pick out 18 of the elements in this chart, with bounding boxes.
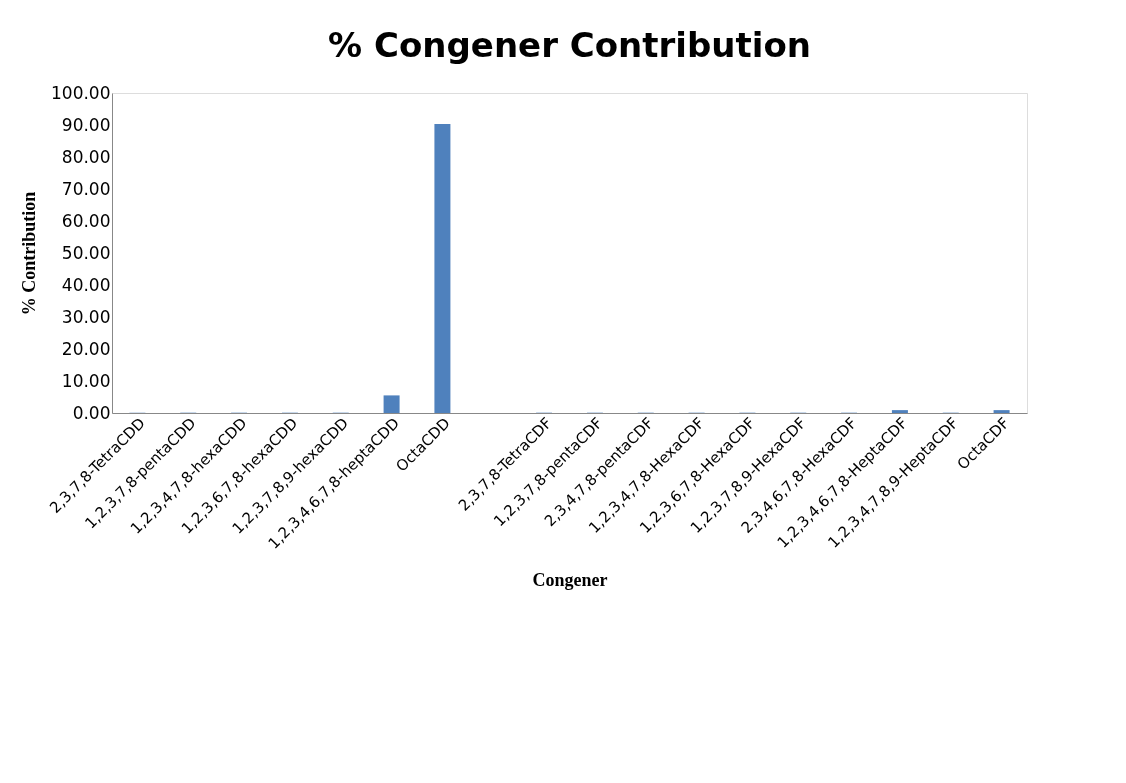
chart-title: % Congener Contribution [328, 25, 811, 65]
y-tick-label: 50.00 [61, 242, 111, 263]
bar [434, 124, 451, 413]
x-axis-title: Congener [532, 569, 608, 590]
y-tick-label: 10.00 [61, 370, 111, 391]
y-tick-label: 40.00 [61, 274, 111, 295]
bar [383, 395, 400, 413]
y-axis-title: % Contribution [19, 191, 40, 316]
bar [993, 410, 1010, 413]
y-tick-label: 100.00 [51, 82, 111, 103]
y-tick-label: 20.00 [61, 338, 111, 359]
bar [891, 410, 908, 413]
y-tick-label: 0.00 [72, 402, 111, 423]
y-tick-label: 70.00 [61, 178, 111, 199]
y-tick-label: 30.00 [61, 306, 111, 327]
y-tick-label: 60.00 [61, 210, 111, 231]
y-tick-label: 80.00 [61, 146, 111, 167]
y-tick-label: 90.00 [61, 114, 111, 135]
